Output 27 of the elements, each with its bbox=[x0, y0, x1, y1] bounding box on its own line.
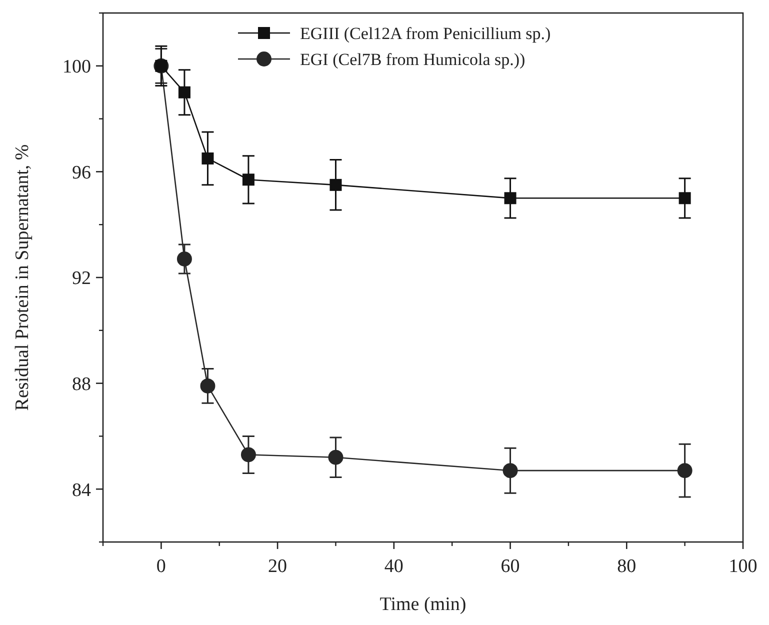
point bbox=[678, 192, 691, 204]
point bbox=[502, 463, 518, 478]
point bbox=[240, 447, 256, 462]
x-tick-label: 80 bbox=[617, 556, 636, 577]
x-tick-label: 0 bbox=[156, 556, 166, 577]
point bbox=[330, 178, 342, 191]
point bbox=[677, 463, 692, 478]
point bbox=[504, 192, 516, 204]
x-axis-title: Time (min) bbox=[380, 594, 466, 615]
point bbox=[328, 450, 344, 465]
y-tick-label: 96 bbox=[72, 162, 91, 184]
point bbox=[178, 86, 190, 98]
y-tick-label: 100 bbox=[62, 56, 91, 78]
point bbox=[242, 174, 254, 186]
y-tick-label: 84 bbox=[72, 480, 92, 501]
x-tick-label: 20 bbox=[268, 556, 288, 577]
y-tick-label: 92 bbox=[72, 268, 91, 290]
legend-label: EGI (Cel7B from Humicola sp.)) bbox=[300, 50, 526, 69]
point bbox=[200, 378, 216, 394]
y-tick-label: 88 bbox=[72, 374, 91, 395]
point bbox=[176, 251, 192, 266]
x-tick-label: 60 bbox=[500, 556, 520, 577]
x-tick-label: 100 bbox=[728, 556, 758, 577]
point bbox=[202, 152, 214, 164]
y-axis-title: Residual Protein in Supernatant, % bbox=[12, 144, 33, 411]
legend-label: EGIII (Cel12A from Penicillium sp.) bbox=[300, 24, 551, 43]
x-tick-label: 40 bbox=[384, 556, 404, 577]
